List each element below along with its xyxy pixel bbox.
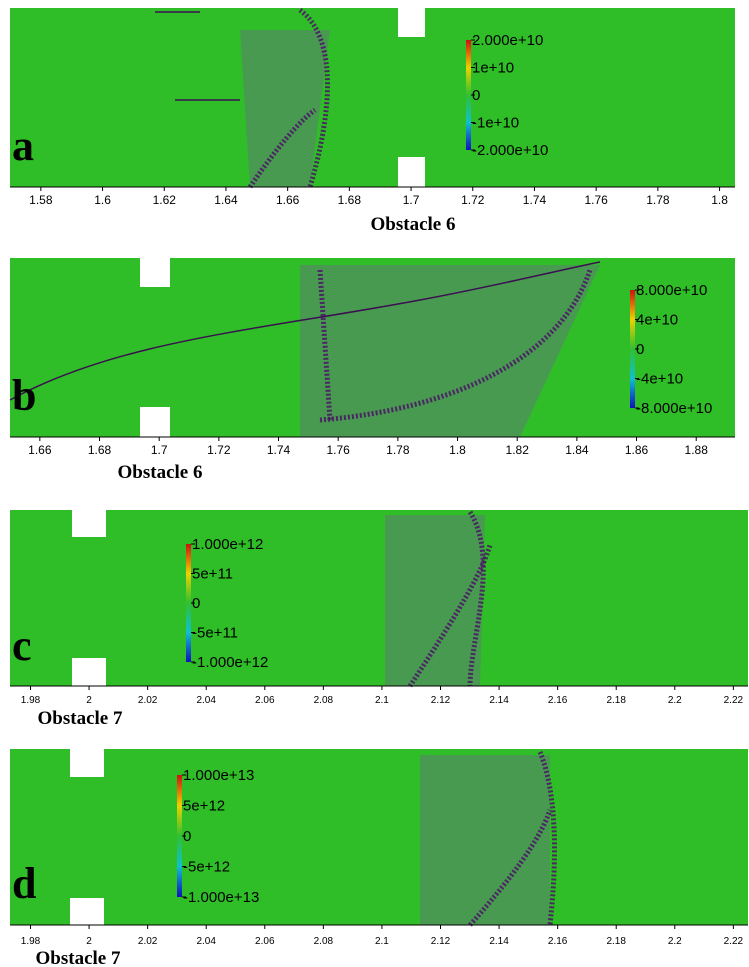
colorbar-label: 5e+12 (183, 798, 225, 815)
x-tick-label: 2.04 (196, 695, 216, 706)
x-tick-label: 2.06 (255, 695, 275, 706)
x-tick-label: 2.1 (375, 936, 389, 947)
x-tick-label: 1.76 (584, 193, 608, 207)
colorbar-label: 1.000e+12 (192, 536, 263, 553)
x-tick-label: 2.12 (431, 695, 451, 706)
obstacle-caption: Obstacle 6 (371, 214, 456, 235)
colorbar-label: 1.000e+13 (183, 767, 254, 784)
x-tick-label: 2.02 (138, 936, 158, 947)
x-tick-label: 2.16 (548, 936, 568, 947)
x-tick-label: 1.8 (449, 443, 466, 457)
colorbar-label: -8.000e+10 (636, 400, 712, 417)
x-tick-label: 1.68 (338, 193, 362, 207)
colorbar-label: 5e+11 (192, 566, 233, 583)
x-tick-label: 1.78 (646, 193, 670, 207)
x-tick-label: 1.8 (711, 193, 728, 207)
panel-letter: a (12, 121, 34, 170)
x-tick-label: 2.14 (489, 936, 509, 947)
x-tick-label: 2.04 (196, 936, 216, 947)
x-tick-label: 2.06 (255, 936, 275, 947)
x-tick-label: 2.12 (431, 936, 451, 947)
x-tick-label: 2.02 (138, 695, 158, 706)
colorbar-label: -1.000e+13 (183, 889, 259, 906)
x-tick-label: 2.2 (668, 695, 682, 706)
x-tick-label: 2.22 (724, 695, 744, 706)
x-tick-label: 1.74 (523, 193, 547, 207)
x-tick-label: 1.64 (214, 193, 238, 207)
x-tick-label: 1.66 (28, 443, 52, 457)
colorbar-label: 4e+10 (636, 312, 678, 329)
x-tick-label: 1.76 (327, 443, 351, 457)
x-tick-label: 1.68 (88, 443, 112, 457)
colorbar (177, 775, 182, 897)
field-a (10, 8, 735, 187)
field-d (10, 749, 748, 925)
x-tick-label: 2.08 (314, 695, 334, 706)
field-b (10, 258, 735, 437)
x-tick-label: 1.7 (151, 443, 168, 457)
colorbar-label: 0 (472, 87, 480, 104)
x-tick-label: 2.1 (375, 695, 389, 706)
x-tick-label: 1.62 (153, 193, 177, 207)
colorbar-label: -5e+11 (192, 625, 238, 642)
colorbar-label: 2.000e+10 (472, 32, 543, 49)
colorbar-label: 1e+10 (472, 60, 514, 77)
colorbar-label: -2.000e+10 (472, 142, 548, 159)
obstacles (70, 8, 425, 926)
x-tick-label: 1.86 (625, 443, 649, 457)
x-tick-label: 2.08 (314, 936, 334, 947)
panel-letter: c (12, 621, 32, 670)
colorbar-label: -1e+10 (472, 115, 519, 132)
field-c (10, 510, 748, 686)
x-tick-label: 2.16 (548, 695, 568, 706)
colorbar (466, 40, 471, 150)
x-tick-label: 1.66 (276, 193, 300, 207)
x-tick-label: 1.98 (21, 936, 41, 947)
x-tick-label: 2.14 (489, 695, 509, 706)
panel-letter: b (12, 371, 36, 420)
colorbar-label: -5e+12 (183, 859, 230, 876)
x-tick-label: 2.18 (606, 695, 626, 706)
x-tick-label: 1.58 (29, 193, 53, 207)
colorbar-label: 0 (636, 341, 644, 358)
colorbar-label: 0 (183, 828, 191, 845)
obstacle-caption: Obstacle 7 (36, 948, 121, 967)
x-tick-label: 1.72 (207, 443, 231, 457)
shock-pattern (9, 8, 601, 927)
x-tick-label: 1.6 (94, 193, 111, 207)
x-tick-label: 1.98 (21, 695, 41, 706)
x-tick-label: 2.22 (724, 936, 744, 947)
colorbar (186, 544, 191, 662)
x-tick-label: 1.72 (461, 193, 485, 207)
colorbar-label: 8.000e+10 (636, 282, 707, 299)
x-tick-label: 2 (86, 695, 92, 706)
obstacle-caption: Obstacle 6 (118, 462, 203, 483)
x-tick-label: 1.78 (386, 443, 410, 457)
x-tick-label: 1.74 (267, 443, 291, 457)
x-tick-label: 2.18 (606, 936, 626, 947)
x-tick-label: 1.82 (506, 443, 530, 457)
colorbar-label: -4e+10 (636, 371, 683, 388)
colorbar-label: -1.000e+12 (192, 654, 268, 671)
x-tick-label: 2 (86, 936, 92, 947)
colorbar (630, 290, 635, 408)
x-tick-label: 2.2 (668, 936, 682, 947)
obstacle-caption: Obstacle 7 (38, 708, 123, 729)
panel-letter: d (12, 859, 36, 908)
colorbar-label: 0 (192, 595, 200, 612)
x-tick-label: 1.88 (685, 443, 709, 457)
x-tick-label: 1.7 (403, 193, 420, 207)
x-tick-label: 1.84 (565, 443, 589, 457)
